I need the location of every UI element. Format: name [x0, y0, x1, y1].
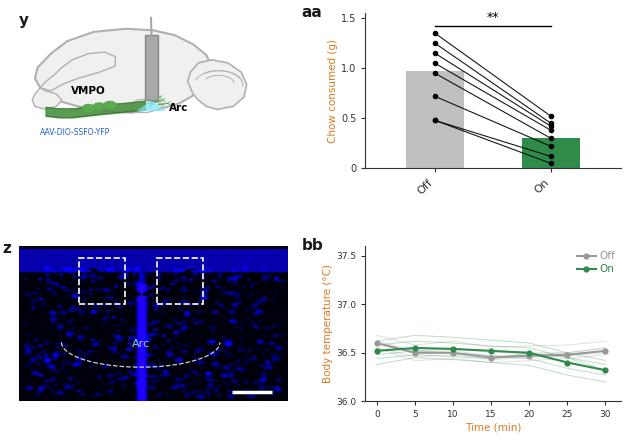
On: [564, 360, 571, 365]
Text: **: **: [487, 11, 499, 24]
Bar: [157, 258, 203, 304]
Circle shape: [93, 103, 105, 110]
Text: Arc: Arc: [169, 103, 188, 113]
On: [373, 348, 381, 354]
Off: [411, 350, 419, 355]
On: [411, 345, 419, 351]
Circle shape: [104, 101, 116, 108]
On: [602, 368, 609, 373]
Y-axis label: Body temperature (°C): Body temperature (°C): [324, 264, 334, 383]
Text: aa: aa: [302, 5, 322, 20]
Text: bb: bb: [302, 238, 324, 253]
Polygon shape: [187, 60, 246, 109]
X-axis label: Time (min): Time (min): [465, 422, 521, 432]
Bar: [406, 71, 464, 168]
Y-axis label: Chow consumed (g): Chow consumed (g): [328, 39, 338, 143]
On: [525, 350, 533, 355]
Off: [450, 350, 457, 355]
Legend: Off, On: Off, On: [577, 251, 616, 274]
On: [487, 348, 495, 354]
Text: VMPO: VMPO: [71, 86, 106, 96]
Polygon shape: [137, 100, 166, 111]
Off: [525, 353, 533, 359]
Polygon shape: [35, 29, 212, 112]
Text: Arc: Arc: [132, 339, 150, 349]
Polygon shape: [32, 88, 61, 109]
Polygon shape: [132, 99, 164, 112]
Off: [373, 340, 381, 346]
Text: z: z: [3, 241, 12, 256]
Circle shape: [83, 105, 95, 111]
Off: [487, 355, 495, 360]
Bar: [145, 35, 157, 100]
Bar: [522, 138, 580, 168]
Line: Off: Off: [374, 340, 609, 361]
Off: [602, 348, 609, 354]
Text: AAV-DIO-SSFO-YFP: AAV-DIO-SSFO-YFP: [40, 128, 110, 137]
Bar: [78, 258, 125, 304]
On: [450, 346, 457, 351]
Off: [564, 352, 571, 357]
Line: On: On: [374, 345, 609, 374]
Text: y: y: [19, 13, 29, 28]
